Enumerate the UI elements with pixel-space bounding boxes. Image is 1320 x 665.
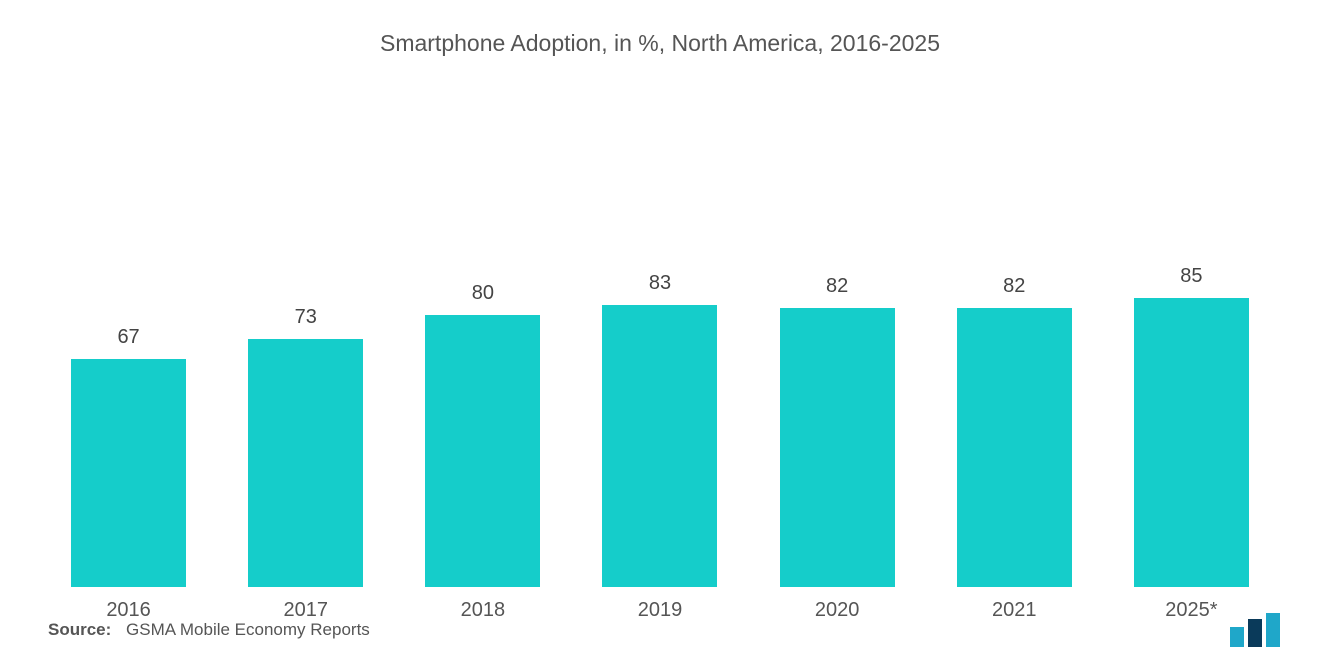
bar-value-label: 67 bbox=[117, 326, 139, 349]
logo-bar-1 bbox=[1230, 627, 1244, 647]
bar bbox=[248, 339, 363, 587]
bar-category-label: 2016 bbox=[106, 599, 151, 622]
bar-value-label: 85 bbox=[1180, 265, 1202, 288]
chart-container: Smartphone Adoption, in %, North America… bbox=[0, 0, 1320, 665]
bar bbox=[602, 305, 717, 587]
bar bbox=[71, 359, 186, 587]
bar bbox=[957, 308, 1072, 587]
bar-value-label: 82 bbox=[1003, 275, 1025, 298]
bar-value-label: 73 bbox=[295, 306, 317, 329]
bar-category-label: 2021 bbox=[992, 599, 1037, 622]
source-label: Source: bbox=[48, 620, 111, 639]
bar bbox=[780, 308, 895, 587]
bar-group: 85 2025* bbox=[1103, 265, 1280, 587]
bar bbox=[425, 315, 540, 587]
bar-category-label: 2017 bbox=[283, 599, 328, 622]
source-text: GSMA Mobile Economy Reports bbox=[126, 620, 370, 639]
bar-group: 82 2021 bbox=[926, 275, 1103, 587]
bar bbox=[1134, 298, 1249, 587]
bar-group: 82 2020 bbox=[749, 275, 926, 587]
bar-group: 67 2016 bbox=[40, 326, 217, 587]
bar-value-label: 80 bbox=[472, 282, 494, 305]
bar-category-label: 2019 bbox=[638, 599, 683, 622]
source-line: Source: GSMA Mobile Economy Reports bbox=[48, 620, 370, 640]
mordor-intelligence-logo-icon bbox=[1230, 613, 1290, 647]
bar-category-label: 2020 bbox=[815, 599, 860, 622]
bar-group: 73 2017 bbox=[217, 306, 394, 587]
logo-bar-3 bbox=[1266, 613, 1280, 647]
bar-value-label: 82 bbox=[826, 275, 848, 298]
chart-title: Smartphone Adoption, in %, North America… bbox=[40, 30, 1280, 57]
bar-group: 80 2018 bbox=[394, 282, 571, 587]
plot-area: 67 2016 73 2017 80 2018 83 2019 82 2020 … bbox=[40, 127, 1280, 587]
bar-group: 83 2019 bbox=[571, 272, 748, 587]
bar-category-label: 2025* bbox=[1165, 599, 1217, 622]
logo-bar-2 bbox=[1248, 619, 1262, 647]
bar-category-label: 2018 bbox=[461, 599, 506, 622]
bar-value-label: 83 bbox=[649, 272, 671, 295]
